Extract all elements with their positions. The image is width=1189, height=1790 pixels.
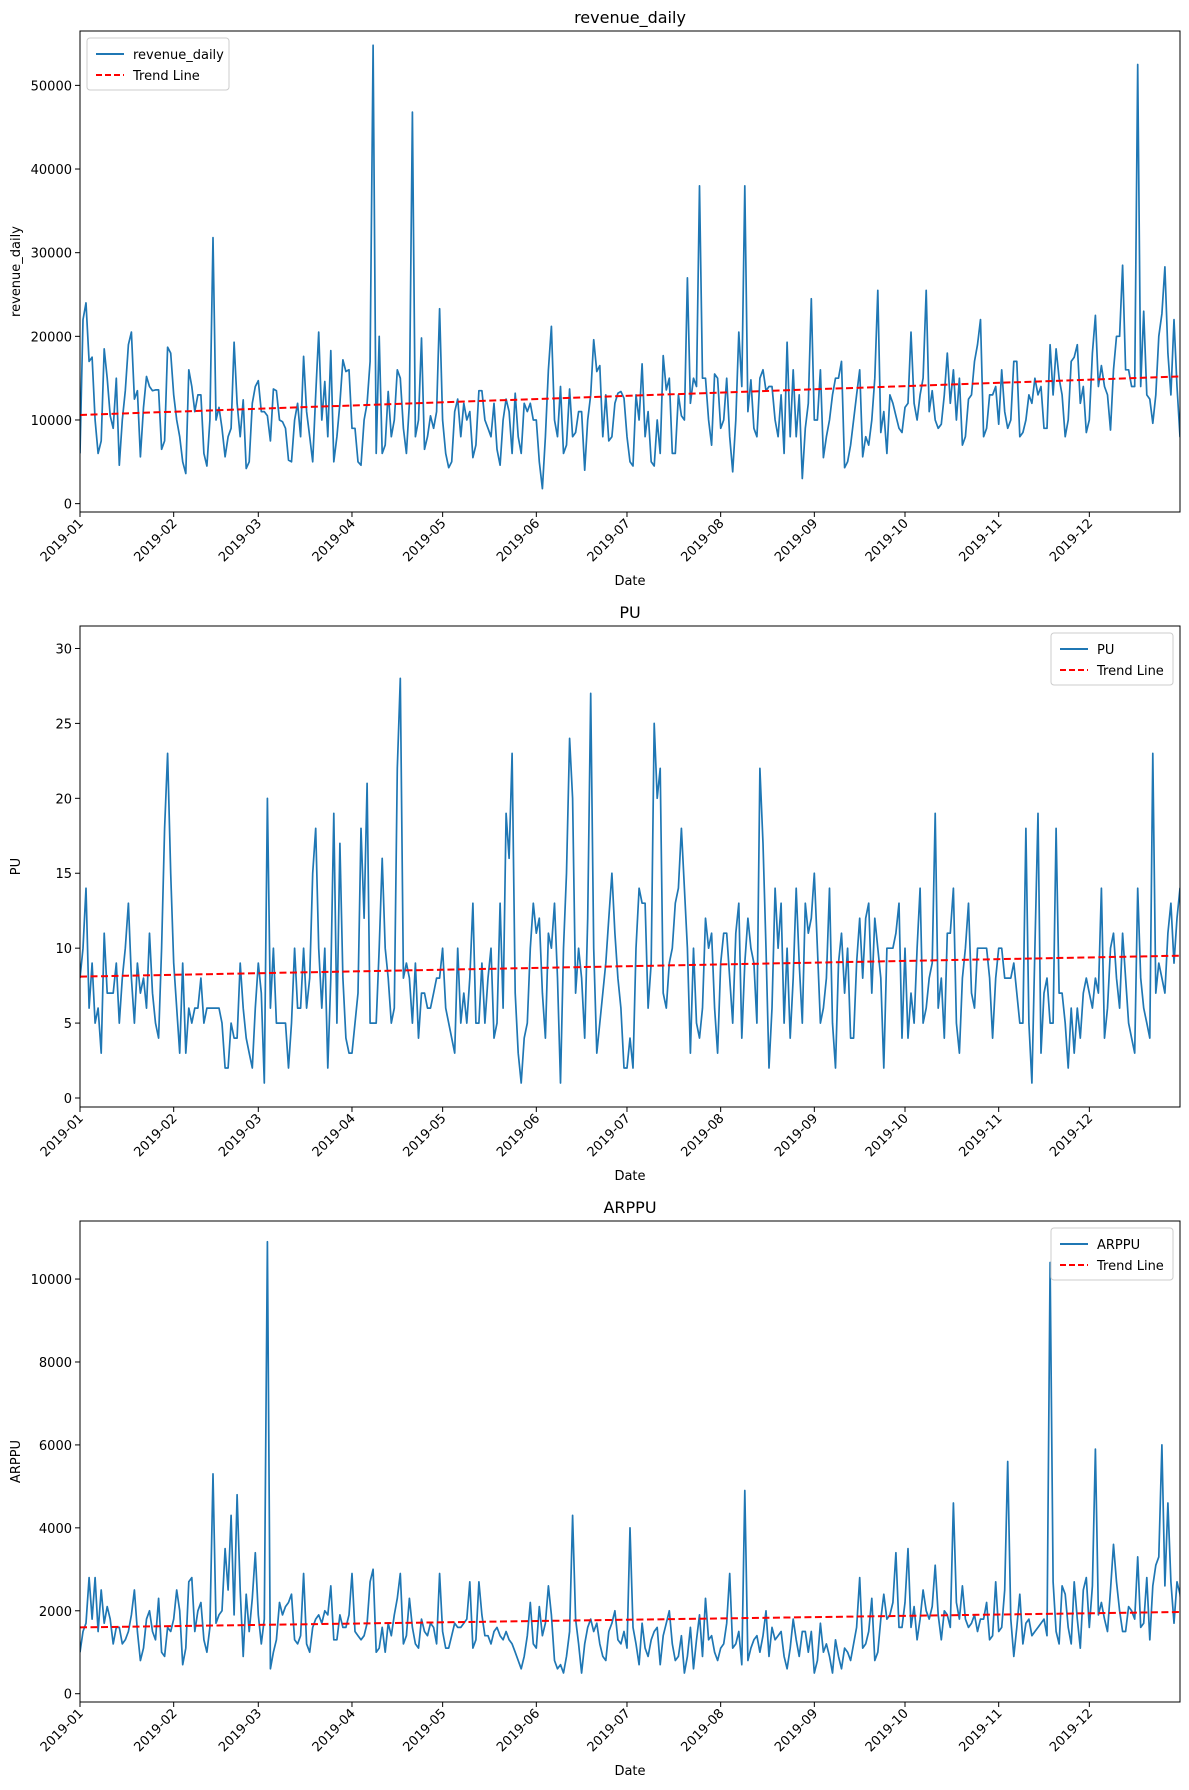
- x-tick-label: 2019-08: [678, 516, 727, 565]
- series-line: [80, 1240, 1180, 1674]
- axes-frame: [79, 1220, 1181, 1703]
- y-tick-label: 25: [55, 717, 72, 732]
- y-tick-label: 0: [64, 1688, 72, 1703]
- x-tick-label: 2019-01: [38, 1111, 87, 1160]
- y-tick-label: 20: [55, 792, 72, 807]
- y-tick-label: 10: [55, 942, 72, 957]
- legend-label: PU: [1097, 643, 1114, 658]
- x-tick-label: 2019-06: [494, 516, 543, 565]
- x-tick-label: 2019-03: [216, 516, 265, 565]
- x-tick-label: 2019-04: [310, 516, 359, 565]
- x-tick-label: 2019-02: [131, 1111, 180, 1160]
- trend-line: [80, 375, 1180, 416]
- chart-panel-3: ARPPU 0 2000 4000 6000 8000 10000 2019-01 2019-0…: [9, 1198, 1181, 1779]
- legend-label: revenue_daily: [133, 48, 224, 63]
- axes-frame: [79, 30, 1181, 513]
- x-axis-label: Date: [614, 1169, 645, 1184]
- x-tick-label: 2019-10: [863, 1706, 912, 1755]
- x-tick-label: 2019-07: [585, 1706, 634, 1755]
- y-tick-label: 30000: [31, 247, 72, 262]
- x-tick-label: 2019-09: [772, 516, 821, 565]
- legend-box: [86, 37, 230, 91]
- x-tick-label: 2019-07: [585, 516, 634, 565]
- legend-label: Trend Line: [132, 69, 200, 84]
- y-tick-label: 5: [64, 1017, 72, 1032]
- y-tick-label: 6000: [39, 1439, 72, 1454]
- x-tick-label: 2019-03: [216, 1111, 265, 1160]
- chart-title: revenue_daily: [574, 8, 686, 28]
- y-tick-label: 8000: [39, 1356, 72, 1371]
- y-tick-label: 10000: [31, 1273, 72, 1288]
- legend-label: Trend Line: [1096, 664, 1164, 679]
- x-tick-label: 2019-12: [1047, 1706, 1096, 1755]
- y-tick-label: 40000: [31, 163, 72, 178]
- x-tick-label: 2019-12: [1047, 516, 1096, 565]
- y-axis-label: PU: [9, 858, 24, 875]
- axes-frame: [79, 625, 1181, 1108]
- x-tick-label: 2019-09: [772, 1706, 821, 1755]
- x-tick-label: 2019-12: [1047, 1111, 1096, 1160]
- y-axis-label: revenue_daily: [9, 226, 24, 317]
- x-tick-label: 2019-10: [863, 1111, 912, 1160]
- y-tick-label: 10000: [31, 414, 72, 429]
- x-axis-label: Date: [614, 1764, 645, 1779]
- y-tick-label: 0: [64, 498, 72, 513]
- y-axis-label: ARPPU: [9, 1440, 24, 1483]
- x-tick-label: 2019-11: [956, 1111, 1005, 1160]
- x-tick-label: 2019-09: [772, 1111, 821, 1160]
- x-axis-label: Date: [614, 574, 645, 589]
- y-tick-label: 4000: [39, 1522, 72, 1537]
- x-tick-label: 2019-11: [956, 516, 1005, 565]
- legend-label: Trend Line: [1096, 1259, 1164, 1274]
- x-tick-label: 2019-06: [494, 1706, 543, 1755]
- y-tick-label: 15: [55, 867, 72, 882]
- x-tick-label: 2019-05: [400, 516, 449, 565]
- y-tick-label: 30: [55, 642, 72, 657]
- x-tick-label: 2019-07: [585, 1111, 634, 1160]
- y-tick-label: 2000: [39, 1605, 72, 1620]
- y-tick-label: 20000: [31, 330, 72, 345]
- x-tick-label: 2019-05: [400, 1706, 449, 1755]
- x-tick-label: 2019-08: [678, 1111, 727, 1160]
- trend-line: [80, 1611, 1180, 1629]
- x-tick-label: 2019-04: [310, 1111, 359, 1160]
- x-tick-label: 2019-04: [310, 1706, 359, 1755]
- x-tick-label: 2019-01: [38, 516, 87, 565]
- x-tick-label: 2019-06: [494, 1111, 543, 1160]
- chart-title: ARPPU: [603, 1198, 656, 1217]
- chart-title: PU: [619, 603, 640, 622]
- legend-label: ARPPU: [1097, 1238, 1140, 1253]
- x-tick-label: 2019-11: [956, 1706, 1005, 1755]
- x-tick-label: 2019-02: [131, 516, 180, 565]
- x-tick-label: 2019-02: [131, 1706, 180, 1755]
- x-tick-label: 2019-08: [678, 1706, 727, 1755]
- chart-panel-1: revenue_daily 0 10000 20000 30000 40000 50000 2…: [9, 8, 1181, 589]
- x-tick-label: 2019-10: [863, 516, 912, 565]
- legend: revenue_daily Trend Line: [86, 37, 230, 91]
- y-tick-label: 50000: [31, 79, 72, 94]
- legend-box: [1050, 632, 1174, 686]
- series-line: [80, 677, 1180, 1084]
- x-tick-label: 2019-05: [400, 1111, 449, 1160]
- series-line: [80, 44, 1180, 490]
- x-tick-label: 2019-03: [216, 1706, 265, 1755]
- legend: PU Trend Line: [1050, 632, 1174, 686]
- legend-box: [1050, 1227, 1174, 1281]
- x-tick-label: 2019-01: [38, 1706, 87, 1755]
- chart-panel-2: PU 0 5 10 15 20 25 30 2019-01 2019-02 2019-03 2019-…: [9, 603, 1181, 1184]
- legend: ARPPU Trend Line: [1050, 1227, 1174, 1281]
- y-tick-label: 0: [64, 1092, 72, 1107]
- trend-line: [80, 954, 1180, 978]
